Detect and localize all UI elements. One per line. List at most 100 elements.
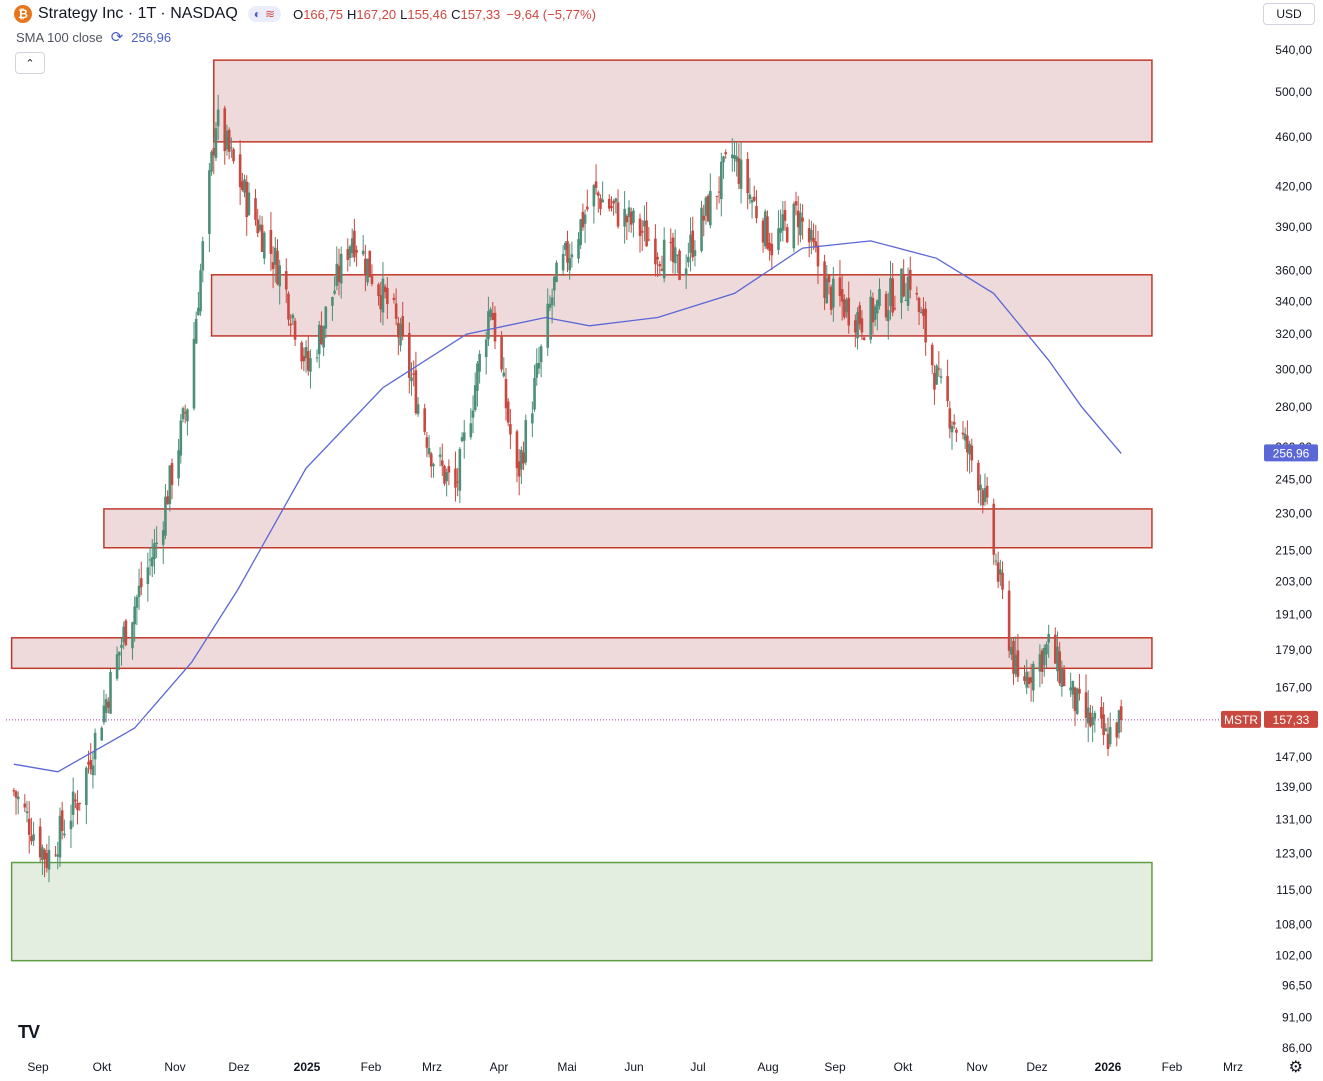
candle-178 (555, 260, 558, 283)
candle-100 (317, 321, 321, 369)
chevron-up-icon: ⌃ (25, 57, 35, 70)
candle-251 (781, 200, 785, 242)
candle-159 (500, 331, 503, 373)
time-tick-1: Okt (93, 1060, 112, 1074)
candle-331 (1027, 671, 1031, 689)
close-value: 157,33 (460, 6, 501, 22)
sma-label: SMA 100 close (16, 29, 103, 45)
candle-241 (750, 196, 754, 219)
price-tick-8: 300,00 (1275, 362, 1312, 376)
candle-69 (223, 105, 227, 165)
price-tick-27: 86,00 (1282, 1041, 1312, 1055)
candle-245 (763, 209, 767, 250)
candle-332 (1029, 663, 1033, 702)
candle-279 (869, 289, 873, 344)
candle-112 (353, 218, 356, 263)
last-price-badge: MSTR 157,33 (1221, 710, 1318, 728)
candle-179 (561, 245, 565, 277)
candle-341 (1058, 642, 1061, 687)
candle-6 (27, 801, 31, 854)
candle-26 (89, 743, 93, 775)
candle-122 (383, 284, 387, 299)
candle-325 (1010, 637, 1013, 661)
time-axis[interactable]: Sep Okt Nov Dez 2025 Feb Mrz Apr Mai Jun Jul Aug Sep… (27, 1060, 1243, 1074)
wave-icon[interactable]: ≋ (265, 7, 276, 21)
low-label: L (400, 6, 408, 22)
candle-328 (1016, 634, 1020, 683)
candle-41 (135, 594, 139, 626)
symbol-title[interactable]: Strategy Inc · 1T · NASDAQ (38, 5, 238, 22)
candle-111 (350, 228, 354, 258)
refresh-icon[interactable]: ⟳ (110, 29, 124, 46)
candle-172 (537, 347, 541, 375)
candle-154 (484, 331, 488, 375)
candle-360 (1117, 709, 1121, 739)
chart-mode-pill[interactable]: ◐ ≋ (247, 6, 282, 22)
candle-194 (607, 194, 611, 212)
support-zone-5[interactable] (10, 861, 1153, 962)
candle-1 (12, 787, 16, 797)
candle-96 (304, 340, 308, 373)
sma-legend[interactable]: SMA 100 close ⟳ 256,96 (16, 28, 171, 46)
candle-105 (333, 276, 336, 296)
candle-24 (85, 766, 88, 825)
time-tick-16: 2026 (1095, 1060, 1122, 1074)
candle-208 (647, 227, 651, 242)
candle-280 (871, 292, 875, 335)
candle-87 (276, 239, 279, 286)
candle-223 (693, 240, 697, 267)
candle-272 (845, 297, 848, 318)
resistance-zone-3[interactable] (103, 508, 1153, 549)
zones-layer (10, 59, 1153, 962)
candle-43 (139, 561, 143, 596)
candle-74 (238, 140, 242, 206)
candle-192 (599, 194, 602, 216)
price-axis[interactable]: 540,00 500,00 460,00 420,00 390,00 360,00 340,… (1275, 43, 1312, 1055)
candle-131 (412, 360, 416, 387)
candle-235 (733, 140, 736, 172)
candle-336 (1042, 644, 1046, 677)
candle-75 (241, 172, 244, 192)
candle-199 (623, 191, 626, 244)
gear-icon[interactable]: ⚙ (1288, 1059, 1303, 1076)
time-tick-18: Mrz (1223, 1060, 1243, 1074)
time-tick-14: Nov (966, 1060, 987, 1074)
candle-117 (368, 250, 372, 278)
candle-17 (60, 801, 64, 840)
resistance-zone-1[interactable] (213, 59, 1153, 143)
candle-37 (122, 621, 125, 650)
candle-141 (443, 464, 446, 487)
time-tick-4: 2025 (294, 1060, 321, 1074)
candle-273 (847, 281, 851, 334)
candle-258 (801, 204, 804, 240)
candle-205 (640, 220, 644, 251)
candle-348 (1078, 673, 1081, 701)
candle-102 (322, 325, 325, 357)
svg-text:157,33: 157,33 (1273, 713, 1310, 727)
candle-39 (131, 621, 134, 660)
candle-277 (860, 310, 864, 340)
candle-81 (258, 215, 262, 233)
time-tick-12: Sep (824, 1060, 846, 1074)
collapse-legend-button[interactable]: ⌃ (15, 52, 45, 74)
candle-268 (832, 267, 835, 322)
candle-303 (939, 368, 943, 384)
resistance-zone-2[interactable] (210, 274, 1153, 337)
candle-326 (1012, 638, 1015, 685)
time-tick-8: Mai (557, 1060, 576, 1074)
candle-135 (425, 432, 429, 458)
resistance-zone-4[interactable] (10, 637, 1153, 670)
candle-2 (14, 789, 18, 815)
candle-242 (752, 185, 756, 203)
candle-107 (337, 248, 341, 296)
candle-239 (746, 151, 749, 210)
candle-14 (54, 845, 57, 857)
candle-316 (981, 488, 985, 514)
currency-selector[interactable]: USD (1263, 3, 1315, 25)
tradingview-logo-icon[interactable]: TV (18, 1022, 40, 1042)
half-circle-icon[interactable]: ◐ (253, 7, 262, 21)
candle-248 (770, 232, 774, 271)
candle-261 (812, 223, 815, 251)
candle-5 (25, 800, 29, 823)
